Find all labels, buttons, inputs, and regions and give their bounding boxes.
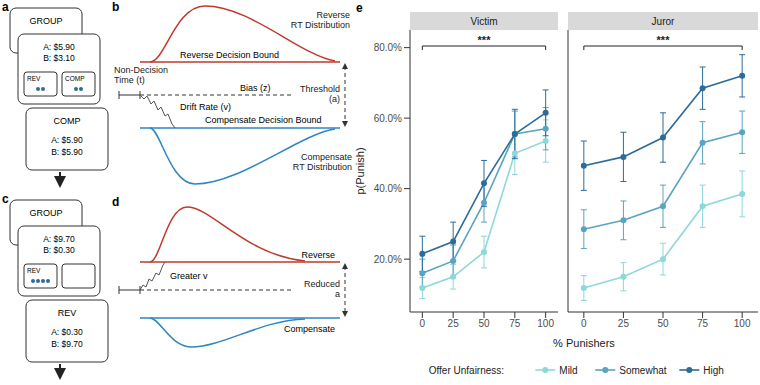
svg-text:Reverse Decision Bound: Reverse Decision Bound — [180, 50, 279, 60]
svg-text:B: $0.30: B: $0.30 — [43, 245, 75, 255]
svg-text:High: High — [703, 365, 724, 376]
svg-text:A: $0.30: A: $0.30 — [51, 327, 83, 337]
svg-text:Threshold(a): Threshold(a) — [300, 84, 340, 104]
svg-text:Compensate Decision Bound: Compensate Decision Bound — [205, 115, 322, 125]
svg-text:Greater v: Greater v — [170, 271, 208, 281]
svg-text:75: 75 — [697, 318, 709, 329]
svg-text:25: 25 — [448, 318, 460, 329]
svg-text:20.0%: 20.0% — [374, 254, 402, 265]
svg-text:e: e — [356, 1, 363, 15]
svg-text:A: $5.90: A: $5.90 — [43, 42, 75, 52]
svg-text:REV: REV — [27, 75, 41, 82]
svg-text:Non-DecisionTime (t): Non-DecisionTime (t) — [114, 65, 168, 85]
svg-text:50: 50 — [657, 318, 669, 329]
svg-text:COMP: COMP — [65, 75, 85, 82]
svg-text:A: $5.90: A: $5.90 — [51, 135, 83, 145]
svg-text:0: 0 — [420, 318, 426, 329]
svg-text:Offer Unfairness:: Offer Unfairness: — [429, 365, 504, 376]
svg-text:50: 50 — [478, 318, 490, 329]
svg-text:80.0%: 80.0% — [374, 42, 402, 53]
svg-text:Juror: Juror — [652, 16, 675, 27]
svg-text:B: $3.10: B: $3.10 — [43, 53, 75, 63]
svg-text:Reverse: Reverse — [301, 250, 335, 260]
svg-text:Drift Rate (v): Drift Rate (v) — [180, 102, 231, 112]
svg-text:Compensate: Compensate — [284, 324, 335, 334]
svg-text:100: 100 — [537, 318, 554, 329]
svg-text:B: $5.90: B: $5.90 — [51, 147, 83, 157]
svg-text:CompensateRT Distribution: CompensateRT Distribution — [293, 152, 352, 172]
svg-text:a: a — [2, 0, 9, 14]
svg-text:25: 25 — [618, 318, 630, 329]
svg-text:60.0%: 60.0% — [374, 113, 402, 124]
svg-text:***: *** — [657, 34, 671, 46]
svg-text:GROUP: GROUP — [29, 208, 62, 218]
svg-text:c: c — [2, 192, 9, 206]
svg-text:Somewhat: Somewhat — [619, 365, 666, 376]
svg-text:Mild: Mild — [559, 365, 577, 376]
svg-text:Reduceda: Reduceda — [304, 279, 340, 299]
svg-text:40.0%: 40.0% — [374, 183, 402, 194]
svg-text:***: *** — [478, 34, 492, 46]
svg-text:A: $9.70: A: $9.70 — [43, 234, 75, 244]
svg-text:75: 75 — [509, 318, 521, 329]
svg-text:REV: REV — [27, 267, 41, 274]
svg-text:B: $9.70: B: $9.70 — [51, 339, 83, 349]
svg-text:ReverseRT Distribution: ReverseRT Distribution — [291, 10, 350, 30]
svg-text:% Punishers: % Punishers — [553, 337, 615, 349]
svg-text:COMP: COMP — [54, 116, 81, 126]
svg-text:0: 0 — [581, 318, 587, 329]
svg-text:Bias (z): Bias (z) — [240, 83, 271, 93]
svg-text:100: 100 — [734, 318, 751, 329]
svg-text:Victim: Victim — [470, 16, 497, 27]
svg-text:GROUP: GROUP — [29, 16, 62, 26]
svg-text:b: b — [112, 0, 119, 14]
svg-text:REV: REV — [58, 308, 77, 318]
svg-text:d: d — [112, 195, 119, 209]
svg-text:p(Punish): p(Punish) — [354, 147, 366, 194]
